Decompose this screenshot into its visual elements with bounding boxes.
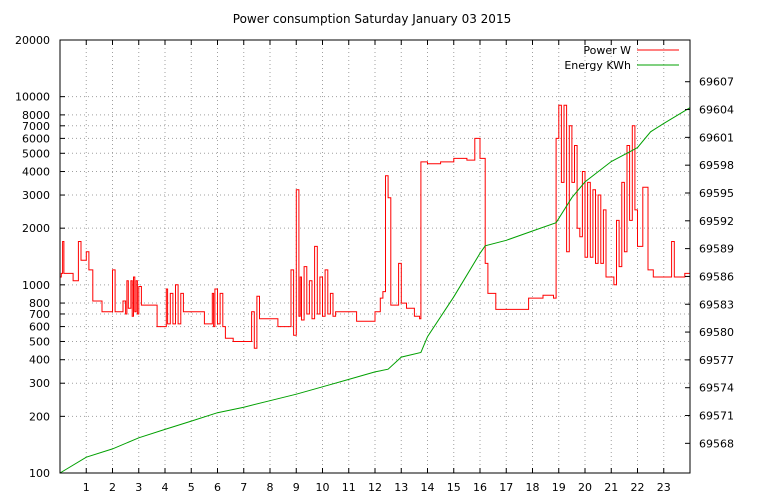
x-tick-label: 14 [421, 481, 435, 494]
y-left-tick-label: 200 [29, 410, 50, 423]
x-tick-label: 5 [188, 481, 195, 494]
legend-label: Energy KWh [564, 59, 631, 72]
y-right-tick-label: 69577 [699, 354, 734, 367]
x-tick-label: 9 [293, 481, 300, 494]
y-left-tick-label: 10000 [15, 91, 50, 104]
x-tick-label: 20 [578, 481, 592, 494]
y-left-tick-label: 1000 [22, 279, 50, 292]
x-tick-label: 8 [267, 481, 274, 494]
y-right-tick-label: 69589 [699, 243, 734, 256]
x-tick-label: 18 [526, 481, 540, 494]
y-right-tick-label: 69592 [699, 215, 734, 228]
series-line-energy [59, 107, 691, 474]
x-tick-label: 3 [135, 481, 142, 494]
series-line-power [60, 104, 690, 349]
y-left-tick-label: 3000 [22, 189, 50, 202]
x-tick-label: 2 [109, 481, 116, 494]
y-left-tick-label: 600 [29, 321, 50, 334]
x-tick-label: 4 [162, 481, 169, 494]
y-right-tick-label: 69571 [699, 410, 734, 423]
legend-label: Power W [583, 44, 631, 57]
chart-title: Power consumption Saturday January 03 20… [233, 12, 511, 26]
y-right-tick-label: 69604 [699, 104, 734, 117]
x-tick-label: 15 [447, 481, 461, 494]
y-left-tick-label: 2000 [22, 222, 50, 235]
y-left-tick-label: 7000 [22, 120, 50, 133]
x-tick-label: 10 [316, 481, 330, 494]
y-right-tick-label: 69586 [699, 270, 734, 283]
y-left-tick-label: 100 [29, 467, 50, 480]
x-tick-label: 21 [604, 481, 618, 494]
y-right-tick-label: 69574 [699, 382, 734, 395]
y-right-tick-label: 69583 [699, 298, 734, 311]
x-tick-label: 17 [499, 481, 513, 494]
y-left-tick-label: 300 [29, 377, 50, 390]
x-tick-label: 23 [657, 481, 671, 494]
y-right-tick-label: 69580 [699, 326, 734, 339]
y-right-tick-label: 69607 [699, 76, 734, 89]
y-right-tick-label: 69595 [699, 187, 734, 200]
x-tick-label: 12 [368, 481, 382, 494]
y-right-tick-label: 69601 [699, 131, 734, 144]
legend: Power W Energy KWh [564, 44, 679, 72]
series-layer [59, 104, 691, 474]
x-tick-label: 7 [240, 481, 247, 494]
y-right-tick-label: 69568 [699, 437, 734, 450]
y-left-tick-label: 4000 [22, 166, 50, 179]
x-tick-label: 13 [394, 481, 408, 494]
y-left-tick-label: 800 [29, 297, 50, 310]
y-left-tick-label: 8000 [22, 109, 50, 122]
y-left-tick-label: 20000 [15, 34, 50, 47]
x-tick-label: 11 [342, 481, 356, 494]
x-tick-label: 6 [214, 481, 221, 494]
y-right-tick-label: 69598 [699, 159, 734, 172]
right-axis-ticks: 69568 69571 69574 69577 69580 69583 69586 69589… [685, 76, 734, 450]
x-tick-label: 22 [631, 481, 645, 494]
x-tick-label: 19 [552, 481, 566, 494]
y-left-tick-label: 5000 [22, 147, 50, 160]
y-left-tick-label: 500 [29, 335, 50, 348]
x-tick-label: 1 [83, 481, 90, 494]
x-axis-ticks: 1 2 3 4 5 6 7 8 9 10 11 12 13 14 15 16 17 18 19 20 21 22 23 [83, 40, 671, 494]
y-left-tick-label: 700 [29, 308, 50, 321]
x-tick-label: 16 [473, 481, 487, 494]
y-left-tick-label: 6000 [22, 132, 50, 145]
y-left-tick-label: 400 [29, 354, 50, 367]
